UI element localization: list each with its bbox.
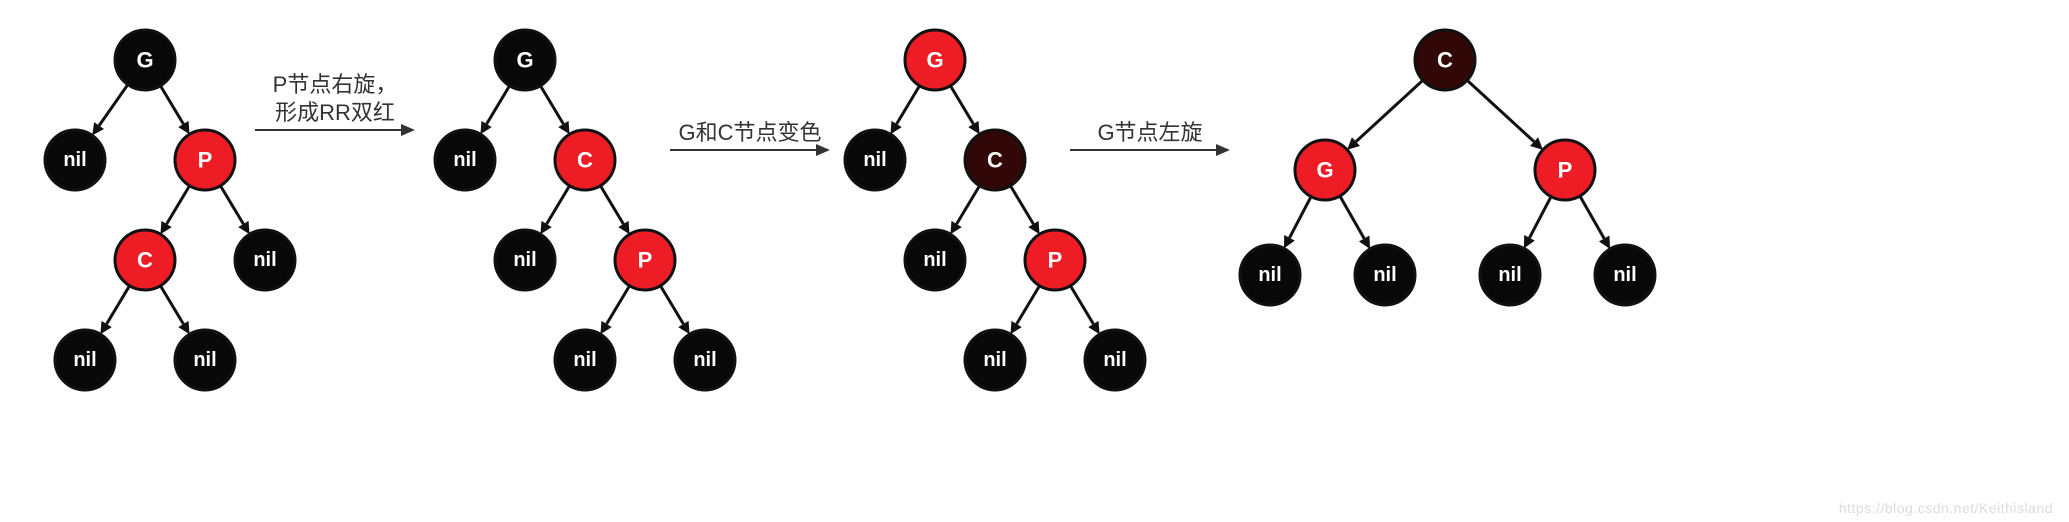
step-label-0-0: P节点右旋，	[273, 72, 398, 97]
node-label-c: C	[1437, 48, 1453, 73]
node-label-g: G	[136, 48, 153, 73]
node-label-nil: nil	[453, 149, 476, 171]
diagram-svg: Gnil P Cnil nil nil Gnil Cnil Pnil nil Gnil Cnil Pn…	[0, 0, 2069, 522]
node-label-p: P	[198, 148, 213, 173]
node-label-nil: nil	[63, 149, 86, 171]
node-label-p: P	[1048, 248, 1063, 273]
step-0: P节点右旋， 形成RR双红	[255, 72, 415, 136]
node-label-nil: nil	[253, 249, 276, 271]
tree-1: Gnil Cnil Pnil nil	[435, 30, 735, 390]
node-label-nil: nil	[923, 249, 946, 271]
node-label-g: G	[516, 48, 533, 73]
node-label-nil: nil	[863, 149, 886, 171]
node-label-nil: nil	[983, 349, 1006, 371]
tree-2: Gnil Cnil Pnil nil	[845, 30, 1145, 390]
step-2: G节点左旋	[1070, 120, 1230, 156]
node-label-nil: nil	[513, 249, 536, 271]
step-label-2-0: G节点左旋	[1097, 120, 1202, 145]
node-label-nil: nil	[573, 349, 596, 371]
step-label-0-1: 形成RR双红	[275, 100, 395, 125]
node-label-p: P	[1558, 158, 1573, 183]
node-label-nil: nil	[73, 349, 96, 371]
node-label-p: P	[638, 248, 653, 273]
tree-3: C G Pnil nil nil nil	[1240, 30, 1655, 305]
node-label-g: G	[1316, 158, 1333, 183]
step-1: G和C节点变色	[670, 120, 830, 156]
node-label-c: C	[137, 248, 153, 273]
node-label-nil: nil	[1498, 264, 1521, 286]
step-label-1-0: G和C节点变色	[678, 120, 821, 145]
node-label-nil: nil	[1373, 264, 1396, 286]
watermark: https://blog.csdn.net/Keithisland	[1839, 500, 2053, 516]
node-label-g: G	[926, 48, 943, 73]
node-label-c: C	[577, 148, 593, 173]
node-label-c: C	[987, 148, 1003, 173]
tree-0: Gnil P Cnil nil nil	[45, 30, 295, 390]
diagram-root: Gnil P Cnil nil nil Gnil Cnil Pnil nil Gnil Cnil Pn…	[0, 0, 2069, 522]
node-label-nil: nil	[693, 349, 716, 371]
node-label-nil: nil	[1258, 264, 1281, 286]
node-label-nil: nil	[193, 349, 216, 371]
node-label-nil: nil	[1103, 349, 1126, 371]
node-label-nil: nil	[1613, 264, 1636, 286]
